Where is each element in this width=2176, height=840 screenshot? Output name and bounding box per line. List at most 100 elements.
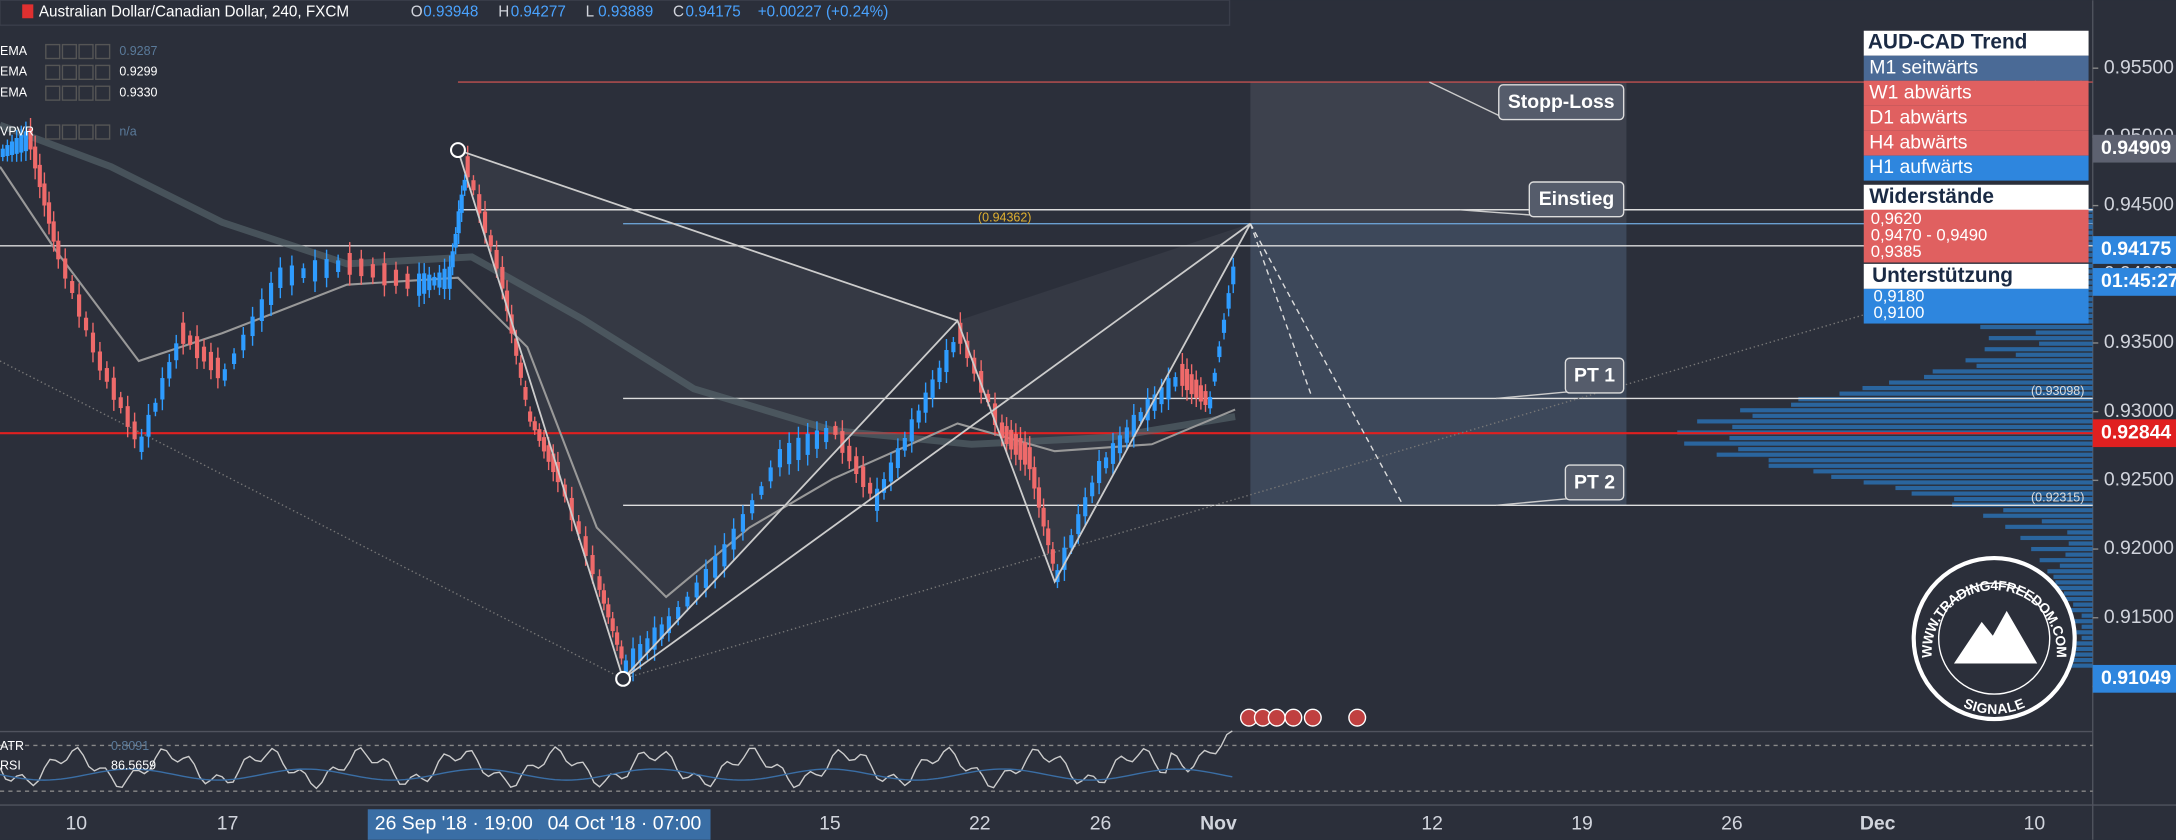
volume-bar bbox=[1697, 419, 2093, 424]
candle bbox=[1166, 378, 1171, 400]
candle bbox=[482, 211, 488, 233]
time-label: 10 bbox=[66, 813, 88, 835]
indicator-name: EMA bbox=[0, 44, 28, 58]
volume-bar bbox=[1983, 513, 2093, 518]
volume-bar bbox=[1839, 391, 2093, 396]
candle bbox=[1027, 447, 1032, 470]
candle bbox=[951, 342, 956, 353]
callout-pointer bbox=[1495, 497, 1572, 507]
candle bbox=[930, 379, 935, 399]
volume-bar bbox=[1768, 458, 2093, 463]
volume-bar bbox=[2081, 635, 2093, 640]
osc-value: 86.5659 bbox=[111, 759, 156, 773]
volume-bar bbox=[1740, 408, 2093, 413]
candle bbox=[666, 616, 671, 634]
candle bbox=[805, 433, 810, 455]
indicator-btn bbox=[45, 124, 61, 140]
volume-bar bbox=[1911, 491, 2093, 496]
candle bbox=[731, 528, 736, 550]
candle bbox=[125, 406, 130, 427]
candle bbox=[259, 299, 264, 322]
candle bbox=[462, 179, 467, 191]
volume-bar bbox=[1976, 363, 2093, 368]
volume-bar bbox=[2081, 624, 2093, 629]
candle bbox=[546, 445, 551, 462]
candle bbox=[488, 235, 493, 247]
candle bbox=[861, 466, 866, 488]
volume-bar bbox=[1988, 336, 2093, 341]
candle bbox=[590, 555, 595, 575]
candle bbox=[500, 266, 505, 289]
trend-line bbox=[622, 290, 1944, 680]
candle bbox=[422, 273, 427, 294]
callout bbox=[1564, 357, 1625, 394]
volume-bar bbox=[2003, 508, 2093, 513]
indicator-btn bbox=[95, 43, 111, 60]
candle bbox=[518, 362, 523, 378]
candle bbox=[583, 536, 588, 556]
price-tick-label: 0.91500 bbox=[2104, 606, 2174, 628]
price-badge-text: 01:45:27 bbox=[2101, 270, 2176, 292]
volume-bar bbox=[1895, 485, 2093, 491]
candle bbox=[703, 568, 708, 588]
candle bbox=[5, 145, 10, 157]
candle bbox=[523, 387, 528, 400]
time-highlight bbox=[367, 809, 540, 840]
candle bbox=[241, 334, 246, 351]
candle bbox=[868, 482, 873, 494]
candle bbox=[1180, 363, 1185, 386]
candle bbox=[619, 646, 624, 659]
volume-bar bbox=[1791, 402, 2093, 407]
trend-row: M1 seitwärts bbox=[1869, 56, 1978, 78]
candle bbox=[840, 431, 845, 453]
time-label: 04 Oct '18 · 07:00 bbox=[548, 813, 702, 835]
candle bbox=[471, 180, 476, 191]
candle bbox=[847, 445, 852, 462]
volume-bar bbox=[1889, 380, 2093, 385]
time-label: 26 Sep '18 · 19:00 bbox=[375, 813, 533, 835]
indicator-name: EMA bbox=[0, 65, 28, 79]
candle bbox=[713, 556, 718, 578]
volume-bar bbox=[2065, 552, 2093, 557]
candle bbox=[623, 660, 628, 673]
volume-bar bbox=[2073, 602, 2093, 607]
time-label: 26 bbox=[1090, 813, 1112, 835]
candle bbox=[153, 402, 158, 412]
candle bbox=[777, 449, 782, 468]
symbol-flag bbox=[22, 4, 34, 19]
callout bbox=[1528, 181, 1625, 218]
indicator-name: VPVR bbox=[0, 124, 34, 138]
indicator-value: 0.9287 bbox=[119, 44, 157, 58]
candle bbox=[14, 137, 19, 154]
candle bbox=[1041, 507, 1046, 527]
candle bbox=[1226, 293, 1231, 309]
indicator-btn bbox=[78, 85, 94, 101]
candle bbox=[289, 265, 294, 286]
candle bbox=[97, 351, 102, 371]
candle bbox=[694, 582, 699, 598]
candle bbox=[1046, 528, 1051, 546]
candle bbox=[610, 618, 615, 632]
volume-bar bbox=[1980, 324, 2093, 330]
price-tick-label: 0.93500 bbox=[2104, 331, 2174, 353]
indicator-btn bbox=[78, 64, 94, 80]
volume-bar bbox=[2015, 352, 2093, 357]
callout bbox=[1498, 84, 1625, 121]
panel-cell bbox=[1863, 184, 2089, 210]
level-label: (0.92315) bbox=[2031, 491, 2084, 505]
candle bbox=[104, 368, 109, 382]
osc-name: ATR bbox=[0, 739, 24, 753]
time-label: 17 bbox=[217, 813, 239, 835]
rsi-line bbox=[0, 730, 1233, 790]
candle bbox=[1221, 319, 1227, 333]
logo-inner bbox=[1938, 582, 2051, 695]
indicator-name: EMA bbox=[0, 85, 28, 99]
candle bbox=[111, 377, 116, 400]
pattern bbox=[457, 149, 958, 322]
candle bbox=[645, 638, 650, 653]
candle bbox=[833, 425, 838, 435]
price-badge-text: 0.94175 bbox=[2101, 238, 2171, 260]
arrow bbox=[1249, 223, 1313, 396]
panel-cell bbox=[1863, 55, 2089, 81]
